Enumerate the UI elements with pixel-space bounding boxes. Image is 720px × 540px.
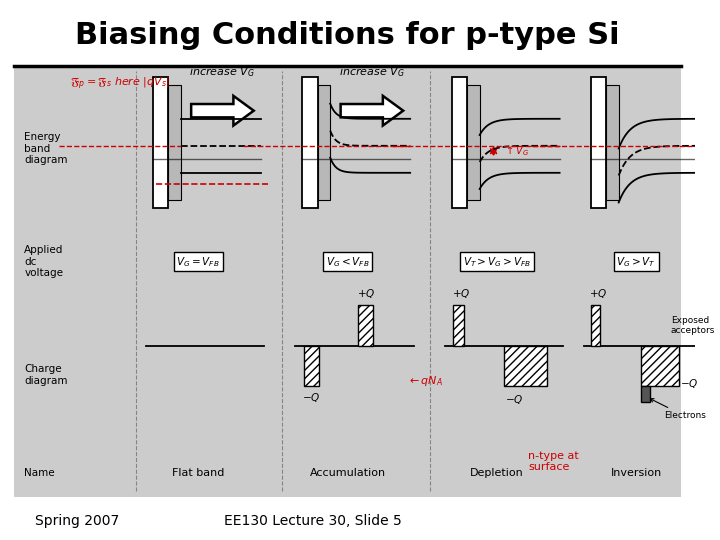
Text: Inversion: Inversion (611, 468, 662, 477)
Text: $-Q$: $-Q$ (302, 392, 320, 404)
Polygon shape (192, 96, 253, 125)
Text: Flat band: Flat band (172, 468, 225, 477)
Polygon shape (341, 96, 403, 125)
Text: $\leftarrow qN_A$: $\leftarrow qN_A$ (407, 374, 443, 388)
Text: EE130 Lecture 30, Slide 5: EE130 Lecture 30, Slide 5 (224, 514, 402, 528)
Text: $-Q$: $-Q$ (680, 377, 698, 390)
Text: Exposed
acceptors: Exposed acceptors (671, 316, 715, 335)
Text: n-type at
surface: n-type at surface (528, 451, 579, 472)
Bar (14, 66, 681, 497)
Text: Charge
diagram: Charge diagram (24, 364, 68, 386)
Bar (641, 346, 679, 386)
Bar (591, 77, 606, 208)
Text: Energy
band
diagram: Energy band diagram (24, 132, 68, 165)
Bar (304, 346, 319, 386)
Text: $+Q$: $+Q$ (357, 287, 376, 300)
Text: Biasing Conditions for p-type Si: Biasing Conditions for p-type Si (76, 21, 620, 50)
Text: Name: Name (24, 468, 55, 477)
Text: $V_G > V_T$: $V_G > V_T$ (616, 255, 656, 269)
Text: $+Q$: $+Q$ (451, 287, 470, 300)
Bar (318, 85, 330, 200)
Text: $V_G = V_{FB}$: $V_G = V_{FB}$ (176, 255, 220, 269)
Text: Accumulation: Accumulation (310, 468, 386, 477)
Text: increase $V_G$: increase $V_G$ (189, 65, 256, 79)
Text: $+Q$: $+Q$ (589, 287, 608, 300)
Text: Applied
dc
voltage: Applied dc voltage (24, 245, 63, 279)
Bar (641, 386, 650, 402)
Bar (591, 305, 600, 346)
Bar (606, 85, 618, 200)
Text: Depletion: Depletion (470, 468, 524, 477)
Bar (454, 305, 464, 346)
Text: increase $V_G$: increase $V_G$ (339, 65, 405, 79)
Bar (467, 85, 480, 200)
Text: $\mathfrak{F}_p = \mathfrak{F}_s$ here $|qV_s|$: $\mathfrak{F}_p = \mathfrak{F}_s$ here $… (70, 76, 169, 92)
Text: Spring 2007: Spring 2007 (35, 514, 119, 528)
Text: Electrons: Electrons (650, 399, 706, 421)
Bar (452, 77, 467, 208)
Bar (302, 77, 318, 208)
Bar (153, 77, 168, 208)
Text: $V_G < V_{FB}$: $V_G < V_{FB}$ (325, 255, 369, 269)
Text: $-Q$: $-Q$ (505, 393, 523, 406)
Bar (168, 85, 181, 200)
Text: $\uparrow V_G$: $\uparrow V_G$ (504, 144, 529, 158)
Text: $V_T > V_G > V_{FB}$: $V_T > V_G > V_{FB}$ (463, 255, 531, 269)
Bar (358, 305, 373, 346)
Bar (504, 346, 546, 386)
